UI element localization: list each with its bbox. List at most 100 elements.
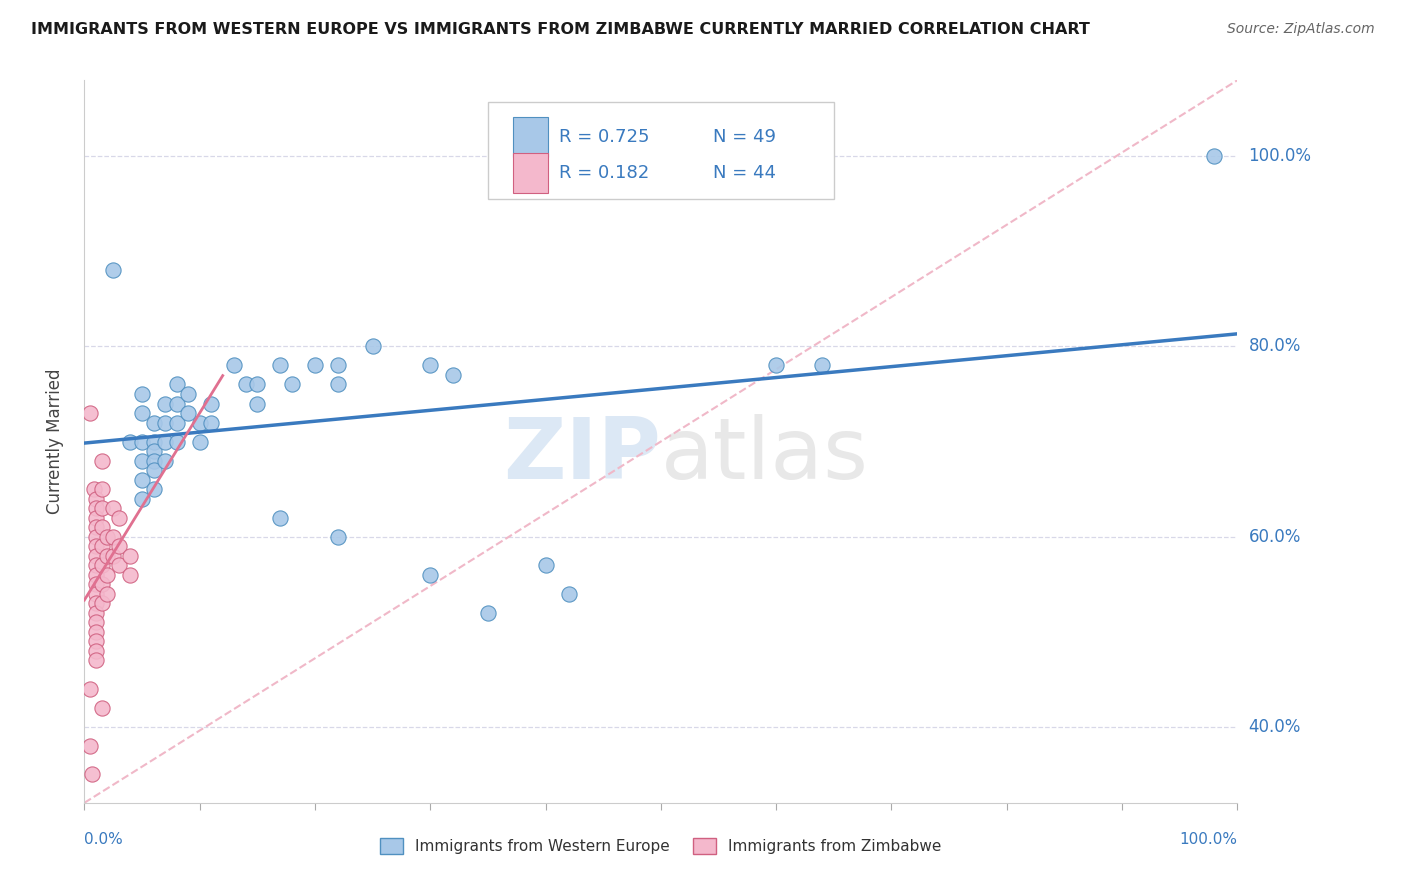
FancyBboxPatch shape (513, 153, 548, 193)
Point (131, 491, 153, 506)
Text: 80.0%: 80.0% (1249, 337, 1301, 356)
Point (103, 549, 124, 563)
Point (235, 377, 257, 392)
Point (90, 501, 112, 516)
Point (557, 587, 579, 601)
Point (811, 359, 834, 373)
Text: R = 0.182: R = 0.182 (560, 164, 650, 182)
Point (90, 700, 112, 714)
Point (84, 530, 107, 544)
Point (90, 539, 112, 553)
Point (84, 596, 107, 610)
Point (269, 359, 291, 373)
Point (79, 406, 101, 420)
Text: 0.0%: 0.0% (84, 831, 124, 847)
Point (96, 567, 118, 582)
Point (83, 482, 105, 496)
Text: ZIP: ZIP (503, 415, 661, 498)
Point (153, 434, 176, 449)
Point (84, 634, 107, 648)
Point (142, 434, 165, 449)
Point (84, 643, 107, 657)
Point (188, 434, 211, 449)
Point (84, 510, 107, 524)
Text: 60.0%: 60.0% (1249, 527, 1301, 546)
Point (90, 558, 112, 573)
Point (103, 530, 124, 544)
Point (84, 501, 107, 516)
Point (142, 482, 165, 496)
Point (96, 530, 118, 544)
Text: N = 49: N = 49 (713, 128, 776, 145)
Point (281, 377, 304, 392)
Point (142, 416, 165, 430)
Point (84, 567, 107, 582)
Point (246, 396, 269, 410)
Point (84, 549, 107, 563)
Text: atlas: atlas (661, 415, 869, 498)
Point (200, 416, 222, 430)
Text: R = 0.725: R = 0.725 (560, 128, 650, 145)
Point (90, 520, 112, 534)
Point (153, 396, 176, 410)
Point (120, 549, 142, 563)
Point (326, 530, 349, 544)
Point (120, 567, 142, 582)
Text: Source: ZipAtlas.com: Source: ZipAtlas.com (1227, 22, 1375, 37)
Y-axis label: Currently Married: Currently Married (45, 368, 63, 515)
Point (120, 434, 142, 449)
Point (477, 606, 499, 620)
Point (108, 510, 131, 524)
Point (177, 387, 200, 401)
Point (84, 587, 107, 601)
Point (84, 653, 107, 667)
Point (142, 463, 165, 477)
Point (441, 368, 464, 382)
Point (246, 377, 269, 392)
Point (153, 416, 176, 430)
Point (166, 416, 188, 430)
Point (326, 377, 349, 392)
Point (90, 577, 112, 591)
Legend: Immigrants from Western Europe, Immigrants from Zimbabwe: Immigrants from Western Europe, Immigran… (374, 832, 948, 860)
Point (153, 453, 176, 467)
Text: 100.0%: 100.0% (1249, 147, 1312, 165)
Point (90, 596, 112, 610)
Point (1204, 149, 1226, 163)
FancyBboxPatch shape (488, 102, 834, 200)
Point (79, 739, 101, 753)
Point (419, 567, 441, 582)
Point (131, 453, 153, 467)
Text: N = 44: N = 44 (713, 164, 776, 182)
Point (177, 406, 200, 420)
Point (103, 501, 124, 516)
Text: 100.0%: 100.0% (1180, 831, 1237, 847)
Point (142, 444, 165, 458)
Point (84, 491, 107, 506)
Point (84, 577, 107, 591)
Point (84, 606, 107, 620)
Text: 40.0%: 40.0% (1249, 718, 1301, 736)
Point (84, 615, 107, 630)
Point (166, 377, 188, 392)
Text: IMMIGRANTS FROM WESTERN EUROPE VS IMMIGRANTS FROM ZIMBABWE CURRENTLY MARRIED COR: IMMIGRANTS FROM WESTERN EUROPE VS IMMIGR… (31, 22, 1090, 37)
Point (131, 473, 153, 487)
Point (200, 396, 222, 410)
Point (84, 520, 107, 534)
Point (79, 681, 101, 696)
Point (84, 539, 107, 553)
Point (326, 359, 349, 373)
Point (142, 453, 165, 467)
Point (361, 339, 384, 353)
Point (131, 434, 153, 449)
Point (96, 549, 118, 563)
Point (419, 359, 441, 373)
Point (96, 587, 118, 601)
Point (131, 406, 153, 420)
Point (90, 482, 112, 496)
Point (84, 624, 107, 639)
Point (108, 558, 131, 573)
Point (224, 359, 246, 373)
FancyBboxPatch shape (513, 117, 548, 156)
Point (82, 767, 104, 781)
